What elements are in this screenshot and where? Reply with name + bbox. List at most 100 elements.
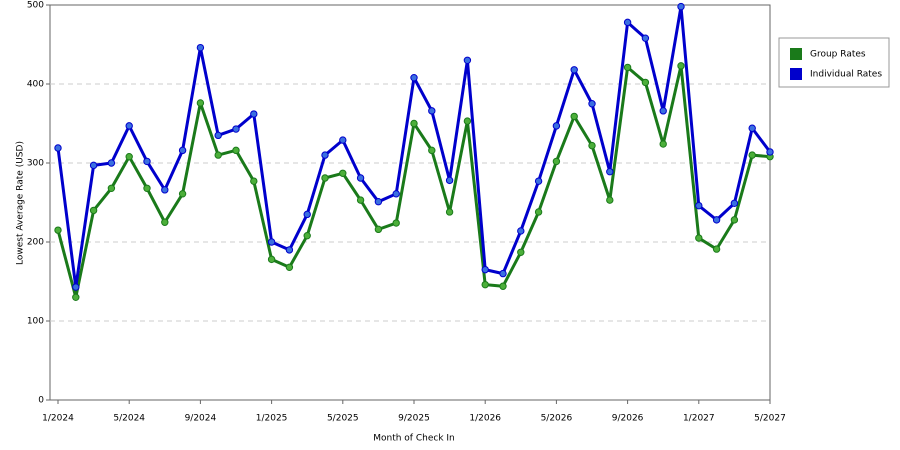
data-point [659,107,667,115]
data-point [695,201,703,210]
data-point [54,144,62,152]
y-tick-label: 500 [27,1,44,11]
data-point [72,293,80,301]
data-point [232,125,240,133]
data-point [748,124,756,132]
data-point [339,169,347,177]
data-point [178,146,187,155]
data-point [499,269,507,278]
data-point [588,141,596,150]
data-point [445,176,454,185]
x-tick-label: 1/2027 [683,414,715,424]
data-point [712,216,721,224]
data-point [161,186,169,194]
data-point [89,206,98,215]
legend-label: Individual Rates [810,70,882,80]
x-tick-label: 5/2025 [327,414,359,424]
data-point [374,225,383,234]
x-tick-label: 5/2026 [541,414,573,424]
data-point [303,210,311,219]
x-tick-label: 9/2025 [398,414,430,424]
data-point [356,196,365,204]
data-point [766,148,774,156]
data-point [712,245,721,253]
data-point [196,99,205,107]
data-point [410,73,418,82]
y-tick-label: 300 [27,159,44,169]
x-tick-label: 9/2024 [185,414,217,424]
data-point [214,131,222,140]
data-point [623,63,632,72]
data-point [730,199,739,207]
data-point [267,238,276,246]
data-point [695,234,703,242]
data-point [463,117,472,125]
y-tick-label: 100 [27,317,44,327]
data-point [321,151,329,159]
x-tick-label: 5/2024 [113,414,145,424]
data-point [392,190,400,198]
legend-label: Group Rates [810,50,866,60]
data-point [285,246,294,254]
data-point [285,263,294,271]
data-point [641,34,650,42]
data-point [428,107,436,115]
data-point [392,219,400,227]
x-tick-label: 9/2026 [612,414,644,424]
data-point [588,100,596,108]
data-point [303,231,311,240]
y-tick-label: 200 [27,238,44,248]
data-point [89,161,98,170]
data-point [481,280,489,289]
data-point [54,226,62,234]
y-axis-title: Lowest Average Rate (USD) [16,141,26,265]
x-tick-label: 5/2027 [754,414,786,424]
data-point [659,140,667,148]
data-point [107,159,116,167]
data-point [196,43,205,52]
data-point [499,282,507,290]
data-point [623,18,632,27]
data-point [606,196,614,204]
data-point [677,62,685,70]
data-point [730,216,739,224]
data-point [534,208,543,216]
data-point [606,167,614,176]
data-point [161,218,169,226]
data-point [410,119,418,128]
x-axis-title: Month of Check In [373,434,455,444]
data-point [356,174,365,182]
data-point [570,66,578,74]
data-point [232,146,240,155]
data-point [481,265,489,274]
legend-swatch [790,68,802,80]
data-point [517,248,525,256]
data-point [534,177,543,185]
data-point [428,146,436,155]
legend-swatch [790,48,802,60]
data-point [748,151,756,159]
data-point [321,174,329,182]
data-point [72,283,80,291]
y-tick-label: 0 [38,396,44,406]
data-point [339,136,347,144]
data-point [178,190,187,198]
data-point [677,2,685,11]
data-point [125,152,133,161]
data-point [517,227,525,235]
x-tick-label: 1/2024 [42,414,74,424]
y-tick-label: 400 [27,80,44,90]
data-point [267,255,276,264]
data-point [641,78,650,87]
data-point [552,157,561,166]
data-point [374,198,383,206]
x-tick-label: 1/2026 [469,414,501,424]
data-point [250,110,258,118]
data-point [570,112,578,121]
plot-area [49,4,771,401]
data-point [143,184,151,192]
x-tick-label: 1/2025 [256,414,288,424]
data-point [445,208,454,216]
data-point [463,56,472,64]
